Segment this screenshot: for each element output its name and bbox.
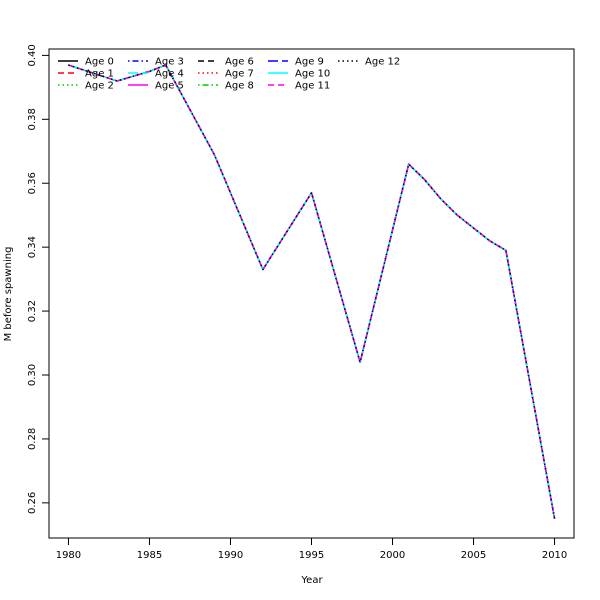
y-tick-label: 0.34 (27, 236, 38, 258)
legend-label: Age 9 (295, 57, 324, 68)
y-tick-label: 0.30 (27, 364, 38, 386)
y-axis-title: M before spawning (3, 247, 14, 342)
legend-label: Age 3 (155, 57, 184, 68)
y-axis: 0.26 0.28 0.30 0.32 0.34 0.36 0.38 0.40 (27, 44, 50, 514)
x-axis: 1980 1985 1990 1995 2000 2005 2010 (56, 537, 567, 561)
y-tick-label: 0.28 (27, 428, 38, 450)
legend-label: Age 6 (225, 57, 254, 68)
x-tick-label: 1980 (56, 550, 81, 561)
y-tick-label: 0.32 (27, 300, 38, 322)
x-tick-label: 1990 (218, 550, 243, 561)
x-tick-label: 2000 (380, 550, 405, 561)
legend-label: Age 12 (365, 57, 400, 68)
y-tick-label: 0.38 (27, 108, 38, 130)
legend-label: Age 2 (85, 81, 114, 92)
series-line-age-11 (68, 64, 556, 519)
legend-label: Age 7 (225, 69, 254, 80)
legend-label: Age 11 (295, 81, 330, 92)
x-tick-label: 1985 (137, 550, 162, 561)
y-tick-label: 0.40 (27, 44, 38, 66)
x-tick-label: 2010 (542, 550, 567, 561)
legend-label: Age 1 (85, 69, 114, 80)
legend-label: Age 5 (155, 81, 184, 92)
series-line-age-12 (68, 64, 556, 519)
x-tick-label: 2005 (461, 550, 486, 561)
legend-label: Age 4 (155, 69, 184, 80)
y-tick-label: 0.36 (27, 172, 38, 194)
legend-label: Age 10 (295, 69, 330, 80)
legend-label: Age 0 (85, 57, 114, 68)
x-axis-title: Year (300, 575, 323, 586)
y-tick-label: 0.26 (27, 492, 38, 514)
series-layer (68, 64, 556, 519)
legend-label: Age 8 (225, 81, 254, 92)
x-tick-label: 1995 (299, 550, 324, 561)
